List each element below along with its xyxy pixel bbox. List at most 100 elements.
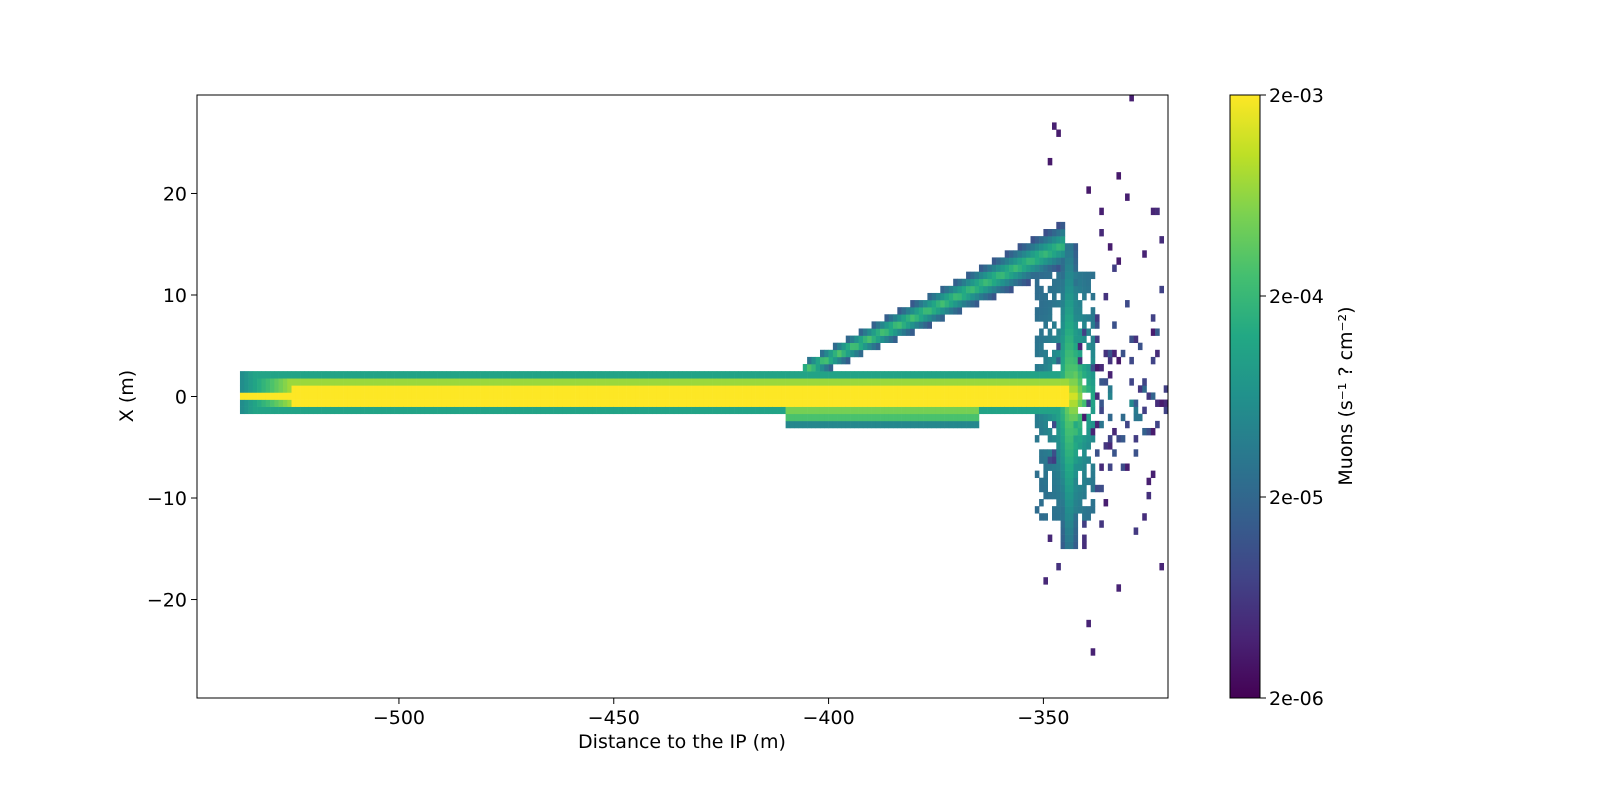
heatmap-cell [858,328,864,336]
heatmap-cell [596,385,602,393]
heatmap-cell [802,406,808,415]
heatmap-cell [643,378,649,386]
heatmap-cell [716,399,722,407]
heatmap-cell [1056,229,1061,237]
heatmap-cell [1064,499,1070,507]
heatmap-cell [1017,278,1023,287]
heatmap-cell [1013,264,1018,272]
heatmap-cell [884,406,890,415]
heatmap-cell [1056,356,1061,365]
heatmap-cell [527,371,533,379]
heatmap-cell [1043,399,1048,407]
heatmap-cell [665,399,670,407]
heatmap-cell [313,392,318,400]
heatmap-cell [1043,264,1048,272]
heatmap-cell [1090,292,1096,301]
heatmap-cell [1047,406,1053,415]
heatmap-cell [923,378,928,386]
heatmap-cell [364,406,370,415]
heatmap-cell [1077,285,1083,294]
heatmap-cell [978,385,984,393]
heatmap-cell [652,385,658,393]
heatmap-cell [523,406,529,415]
heatmap-cell [884,314,890,322]
heatmap-cell [570,406,576,415]
heatmap-cell [897,378,902,386]
heatmap-cell [1125,420,1130,429]
heatmap-cell [1064,314,1070,322]
heatmap-cell [961,285,967,294]
heatmap-cell [325,392,331,400]
heatmap-cell [901,392,907,400]
heatmap-cell [600,385,606,393]
heatmap-cell [308,392,314,400]
heatmap-cell [789,371,795,379]
heatmap-cell [308,385,314,393]
heatmap-cell [819,349,825,358]
heatmap-cell [961,378,967,386]
heatmap-cell [523,392,529,400]
heatmap-cell [712,378,718,386]
heatmap-cell [429,378,434,386]
heatmap-cell [459,406,464,415]
heatmap-cell [411,392,417,400]
heatmap-cell [1060,371,1066,379]
heatmap-cell [347,385,352,393]
heatmap-cell [257,371,262,379]
heatmap-cell [343,399,348,407]
heatmap-cell [1039,335,1044,343]
heatmap-cell [944,378,950,386]
heatmap-cell [1159,399,1165,407]
heatmap-cell [837,420,842,429]
heatmap-cell [987,392,993,400]
heatmap-cell [759,392,765,400]
heatmap-cell [1026,392,1031,400]
heatmap-cell [815,364,821,372]
heatmap-cell [1004,278,1010,287]
heatmap-cell [364,378,370,386]
heatmap-cell [867,335,872,343]
heatmap-cell [587,378,593,386]
heatmap-cell [459,392,464,400]
heatmap-cell [463,378,468,386]
heatmap-cell [867,342,872,351]
heatmap-cell [815,385,821,393]
heatmap-cell [1043,484,1048,493]
heatmap-cell [888,399,894,407]
heatmap-cell [1069,250,1074,258]
heatmap-cell [1021,378,1027,386]
heatmap-cell [759,385,765,393]
heatmap-cell [845,349,851,358]
heatmap-cell [1039,420,1044,429]
heatmap-cell [819,385,825,393]
heatmap-cell [1004,250,1010,258]
heatmap-cell [1021,264,1027,272]
heatmap-cell [1077,278,1083,287]
heatmap-cell [845,342,851,351]
heatmap-cell [300,392,305,400]
heatmap-cell [596,392,602,400]
heatmap-cell [347,378,352,386]
heatmap-cell [295,392,301,400]
heatmap-cell [785,385,791,393]
heatmap-cell [635,378,640,386]
heatmap-cell [295,385,301,393]
heatmap-cell [1064,470,1070,479]
heatmap-cell [1000,371,1006,379]
heatmap-cell [1069,264,1074,272]
heatmap-cell [781,406,786,415]
heatmap-cell [656,371,662,379]
heatmap-cell [794,420,799,429]
heatmap-cell [845,392,851,400]
heatmap-cell [828,413,834,422]
heatmap-cell [691,392,696,400]
heatmap-cell [1056,470,1061,479]
heatmap-cell [1082,456,1087,464]
heatmap-cell [1017,392,1023,400]
heatmap-cell [966,413,971,422]
heatmap-cell [1073,484,1079,493]
heatmap-cell [850,413,855,422]
heatmap-cell [910,413,915,422]
heatmap-cell [1030,399,1036,407]
heatmap-cell [811,420,816,429]
